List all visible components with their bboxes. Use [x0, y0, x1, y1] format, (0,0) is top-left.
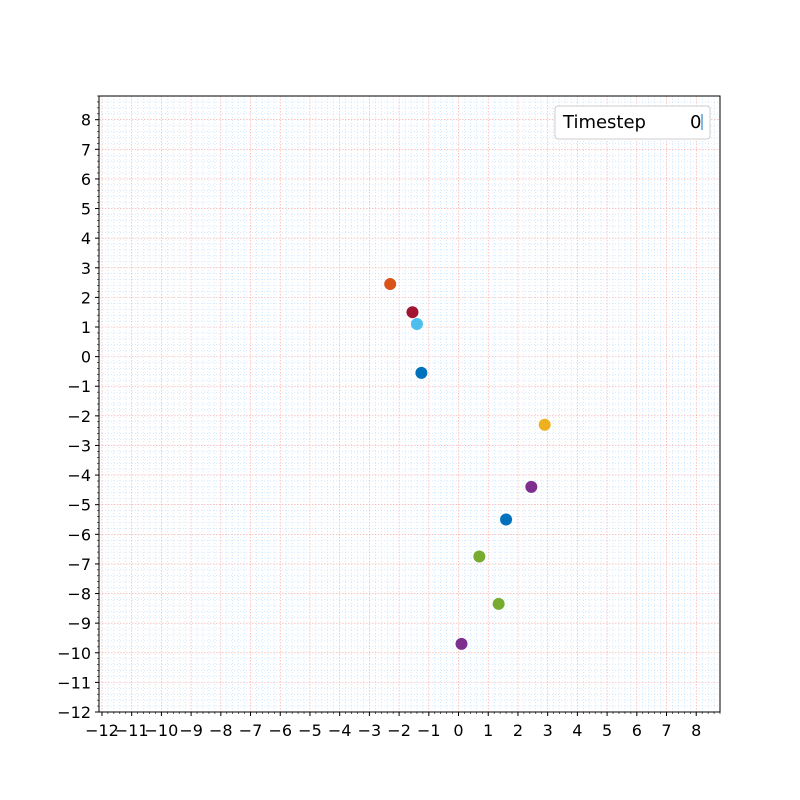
x-axis: −12−11−10 −9 −8 −7 −6 −5 −4 −3 −2 −1 0 1 2 3 4 5 6 7 8 [85, 712, 721, 740]
y-tick-label: −1 [67, 377, 91, 396]
legend-box [554, 105, 711, 140]
y-tick-label: 6 [81, 170, 91, 189]
y-tick-label: −8 [67, 585, 91, 604]
x-tick-label: 1 [483, 721, 493, 740]
y-tick-label: 5 [81, 200, 91, 219]
y-tick-label: 3 [81, 259, 91, 278]
x-tick-label: −12 [85, 721, 119, 740]
x-tick-label: −4 [328, 721, 352, 740]
x-tick-label: −2 [387, 721, 411, 740]
x-tick-label: 6 [632, 721, 642, 740]
scatter-point [384, 278, 397, 291]
legend-value: 0 [690, 112, 701, 133]
x-tick-label: −3 [358, 721, 382, 740]
y-tick-label: 7 [81, 140, 91, 159]
y-tick-label: −7 [67, 555, 91, 574]
y-tick-label: −6 [67, 525, 91, 544]
x-tick-label: 7 [661, 721, 671, 740]
x-tick-label: −5 [298, 721, 322, 740]
y-tick-label: 4 [81, 229, 91, 248]
scatter-point [415, 366, 428, 379]
data-points [384, 278, 551, 650]
scatter-point [525, 480, 538, 493]
y-tick-label: −4 [67, 466, 91, 485]
y-tick-label: −2 [67, 407, 91, 426]
scatter-point [538, 418, 551, 431]
x-tick-label: 8 [691, 721, 701, 740]
y-tick-label: 1 [81, 318, 91, 337]
scatter-point [492, 597, 505, 610]
scatter-point [500, 513, 513, 526]
x-tick-label: 5 [602, 721, 612, 740]
x-tick-label: −9 [179, 721, 203, 740]
scatter-point [406, 306, 419, 319]
y-tick-label: −5 [67, 496, 91, 515]
y-tick-label: −9 [67, 614, 91, 633]
x-tick-label: −6 [268, 721, 292, 740]
legend: Timestep 0 [554, 105, 711, 140]
scatter-point [455, 637, 468, 650]
scatter-point [410, 318, 423, 331]
y-tick-label: −3 [67, 436, 91, 455]
x-tick-label: 0 [453, 721, 463, 740]
x-tick-label: 3 [543, 721, 553, 740]
y-tick-label: −11 [57, 673, 91, 692]
y-tick-label: 0 [81, 348, 91, 367]
y-tick-label: 2 [81, 288, 91, 307]
scatter-point [473, 550, 486, 563]
x-tick-label: 4 [572, 721, 582, 740]
x-tick-label: −11 [115, 721, 149, 740]
x-tick-label: −8 [209, 721, 233, 740]
y-tick-label: 8 [81, 111, 91, 130]
legend-label: Timestep [562, 112, 646, 133]
x-tick-label: −10 [145, 721, 179, 740]
x-tick-label: −7 [239, 721, 263, 740]
x-tick-label: 2 [513, 721, 523, 740]
x-tick-label: −1 [417, 721, 441, 740]
minor-grid [99, 95, 721, 712]
y-tick-label: −10 [57, 644, 91, 663]
y-tick-label: −12 [57, 703, 91, 722]
